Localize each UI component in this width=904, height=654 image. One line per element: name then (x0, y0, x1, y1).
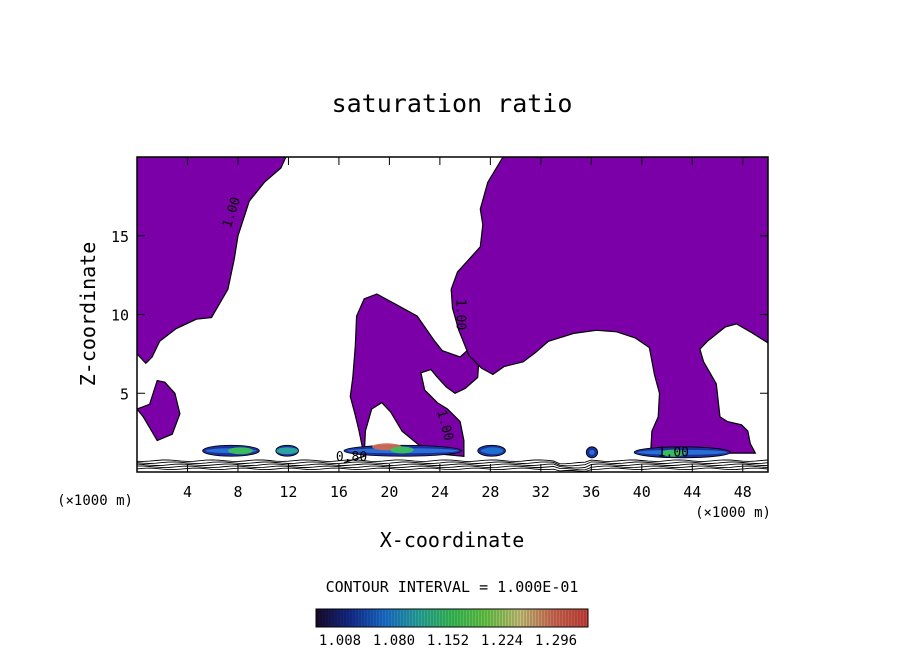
contour-label-4: 1.00 (658, 445, 689, 460)
x-tick-label: 24 (431, 483, 449, 501)
ground-contour-1 (137, 465, 768, 471)
band-core-4 (589, 449, 595, 455)
chart-title: saturation ratio (332, 89, 573, 118)
ground-contour-2 (137, 463, 768, 469)
y-tick-label: 10 (111, 307, 129, 325)
colorbar-tick-label: 1.152 (427, 633, 469, 649)
colorbar-gradient (316, 609, 588, 627)
region-left-blob (137, 379, 181, 442)
colorbar-tick-label: 1.008 (319, 633, 361, 649)
y-axis-label: Z-coordinate (76, 242, 100, 387)
x-tick-label: 32 (532, 483, 550, 501)
colorbar-tick-label: 1.296 (535, 633, 577, 649)
colorbar-tick-label: 1.224 (481, 633, 523, 649)
ground-contour-0 (137, 467, 768, 472)
region-center-tall (343, 293, 480, 464)
saturation-regions (137, 157, 768, 464)
region-upper-left (137, 157, 287, 365)
colorbar-stripes (317, 610, 586, 626)
ground-contour-4 (137, 459, 768, 465)
hot-spot-0 (228, 447, 253, 455)
hot-spot-3 (390, 446, 414, 454)
x-tick-label: 40 (633, 483, 651, 501)
hot-spot-1 (276, 447, 298, 455)
x-tick-label: 20 (380, 483, 398, 501)
x-tick-label: 48 (734, 483, 752, 501)
x-unit-right: (×1000 m) (695, 505, 771, 521)
x-tick-label: 8 (233, 483, 242, 501)
plot-area (137, 157, 768, 472)
x-tick-label: 12 (279, 483, 297, 501)
x-axis-label: X-coordinate (380, 528, 525, 552)
hot-spot-5 (661, 449, 686, 457)
contour-labels: 1.001.001.000.80 1.00 (220, 195, 689, 465)
x-unit-left: (×1000 m) (57, 493, 133, 509)
y-tick-label: 5 (120, 385, 129, 403)
low-level-bands (202, 443, 731, 459)
x-tick-label: 4 (183, 483, 192, 501)
hot-spot-4 (482, 447, 504, 455)
contour-label-3: 0.80 (336, 450, 367, 465)
colorbar-tick-labels: 1.008 1.080 1.152 1.224 1.296 (319, 633, 577, 649)
x-tick-label: 44 (683, 483, 701, 501)
x-tick-label: 36 (582, 483, 600, 501)
y-tick-label: 15 (111, 228, 129, 246)
region-upper-right (450, 157, 768, 454)
contour-interval-label: CONTOUR INTERVAL = 1.000E-01 (326, 578, 579, 596)
colorbar-frame (315, 608, 589, 628)
x-tick-label: 16 (330, 483, 348, 501)
ground-contour-3 (137, 461, 768, 467)
colorbar: 1.008 1.080 1.152 1.224 1.296 (315, 608, 589, 649)
colorbar-tick-label: 1.080 (373, 633, 415, 649)
ground-contours (137, 459, 768, 472)
x-tick-label: 28 (481, 483, 499, 501)
contour-label-1: 1.00 (452, 299, 467, 330)
